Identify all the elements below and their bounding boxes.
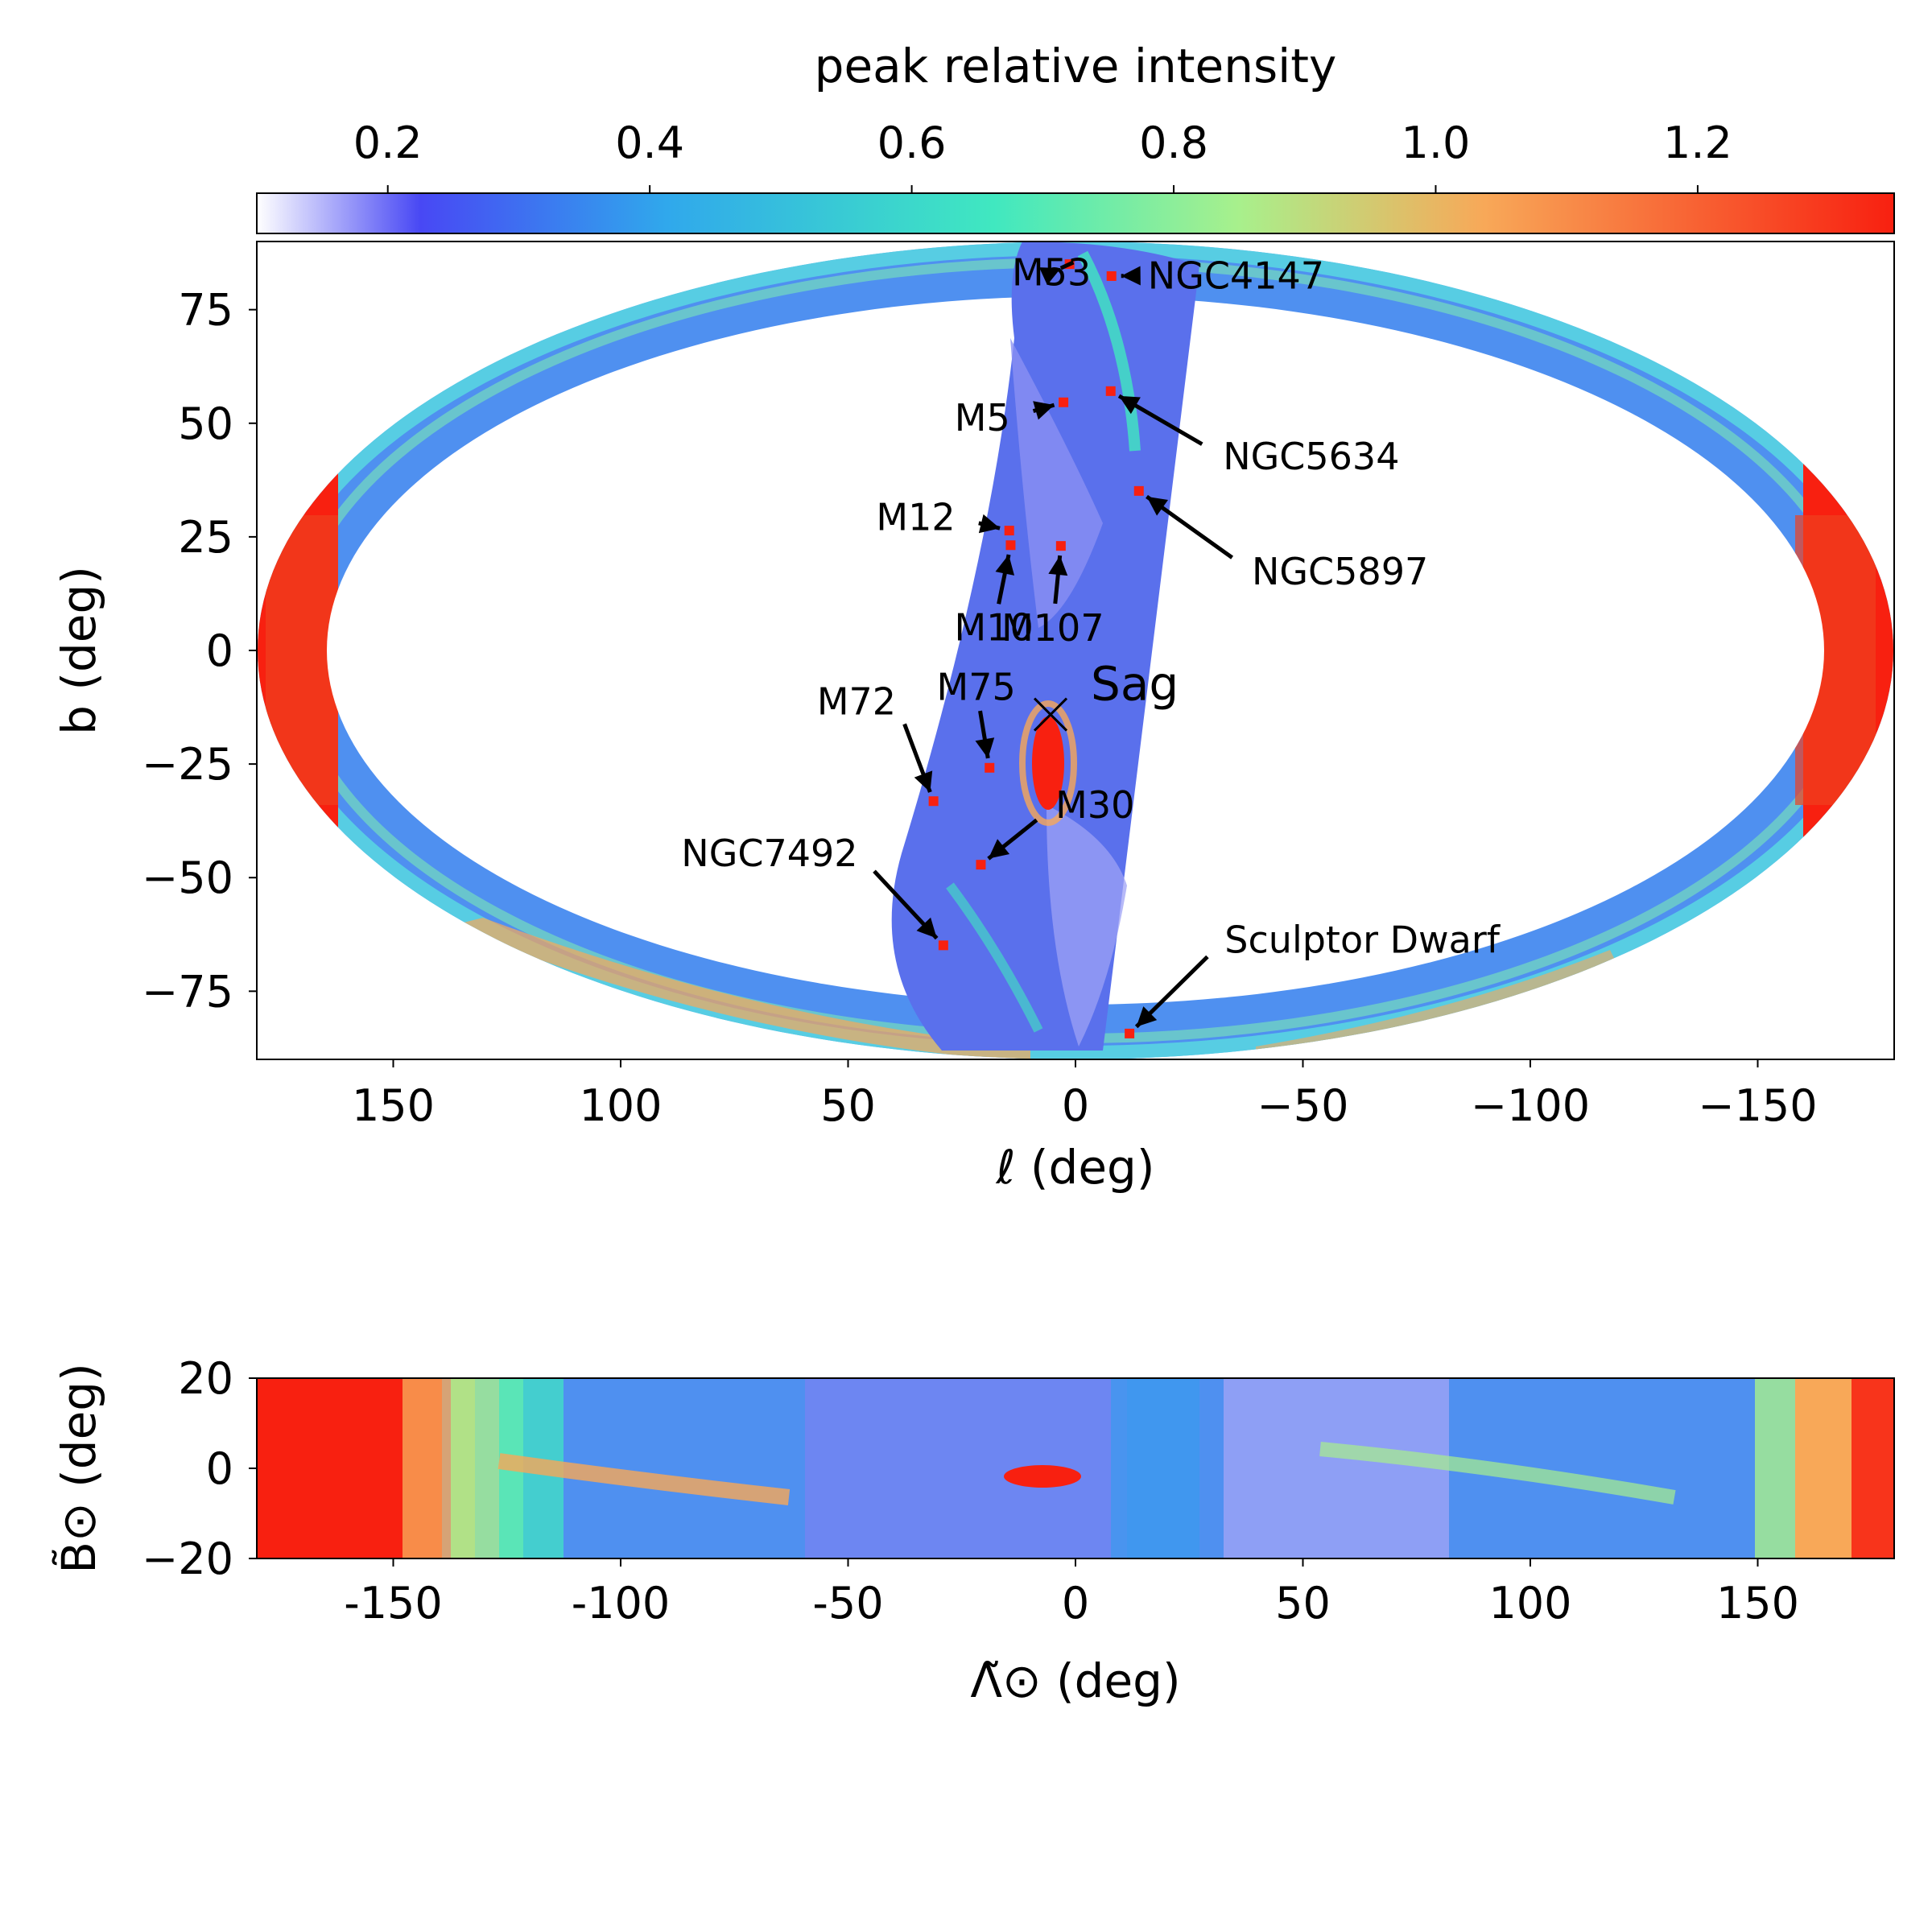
sky-map-xtick-label: 50 — [820, 1080, 876, 1131]
sky-map-ytick-label: 0 — [206, 625, 233, 676]
sag-core-glow — [1019, 700, 1077, 826]
sky-map-xlabel: ℓ (deg) — [996, 1140, 1155, 1195]
sky-map-xtick-label: −100 — [1471, 1080, 1590, 1131]
strip-xtick-label: 100 — [1488, 1578, 1571, 1629]
annotation-arrowhead-m53 — [1038, 267, 1061, 285]
annotation-label-m75: M75 — [937, 665, 1016, 708]
cluster-marker-sculptor-dwarf — [1125, 1028, 1135, 1038]
sky-map-xtick-label: 100 — [579, 1080, 662, 1131]
cluster-marker-m75 — [985, 762, 995, 773]
strip-ylabel: B̃⊙ (deg) — [51, 1363, 106, 1573]
cluster-marker-m10 — [1005, 540, 1016, 551]
strip-xtick-label: -150 — [344, 1578, 443, 1629]
strip-frame — [256, 1377, 1895, 1559]
sag-core-hotspot — [1032, 716, 1064, 810]
annotation-arrowhead-m12 — [978, 514, 1001, 534]
annotation-label-m10: M10 — [955, 606, 1034, 650]
annotation-arrowhead-m75 — [975, 737, 995, 758]
cluster-marker-ngc7492 — [938, 940, 948, 951]
sky-map-ylabel: b (deg) — [52, 566, 106, 735]
sky-map-ytick-label: 25 — [178, 512, 233, 563]
stream-inner-light-lower — [1046, 805, 1127, 1046]
strip-xtick-label: -100 — [572, 1578, 671, 1629]
annotation-label-ngc5634: NGC5634 — [1223, 435, 1399, 478]
annotation-label-m12: M12 — [876, 496, 955, 539]
cluster-marker-m107 — [1055, 541, 1066, 551]
colorbar-tick-label: 0.6 — [877, 118, 947, 168]
sky-map-ytick-label: −50 — [142, 852, 233, 903]
annotation-arrowhead-ngc5634 — [1119, 395, 1141, 415]
cluster-marker-m72 — [928, 796, 939, 807]
annotation-label-ngc4147: NGC4147 — [1148, 254, 1324, 297]
annotation-arrow-m53 — [1059, 260, 1075, 270]
annotation-label-m5: M5 — [955, 396, 1010, 440]
annotation-label-m53: M53 — [1012, 250, 1091, 294]
stream-cyan-filament — [1077, 250, 1141, 452]
annotation-label-ngc5897: NGC5897 — [1252, 550, 1428, 593]
sky-map-ytick-label: 75 — [178, 285, 233, 336]
colorbar: peak relative intensity 0.2 0.4 0.6 0.8 1.0 1… — [256, 39, 1895, 234]
sky-map-frame — [256, 241, 1895, 1060]
cluster-marker-ngc5897 — [1133, 485, 1144, 496]
annotation-arrowhead-sculptor-dwarf — [1136, 1006, 1158, 1027]
cluster-marker-m12 — [1004, 526, 1014, 536]
annotation-arrowhead-m30 — [988, 839, 1010, 859]
annotation-arrowhead-m10 — [995, 555, 1015, 576]
cluster-marker-m30 — [976, 860, 986, 870]
sky-map-axes: 150 100 50 0 −50 −100 −150 75 50 25 0 −25 −50 −75 — [142, 285, 1818, 1131]
strip-xtick-label: 50 — [1275, 1578, 1331, 1629]
sky-map-ytick-label: 50 — [178, 398, 233, 449]
annotation-label-sag: Sag — [1091, 657, 1179, 712]
colorbar-ticks: 0.2 0.4 0.6 0.8 1.0 1.2 — [353, 118, 1732, 193]
strip-heatmap — [257, 1378, 1894, 1558]
cluster-marker-ngc5634 — [1105, 386, 1116, 396]
strip-xtick-label: 150 — [1716, 1578, 1799, 1629]
colorbar-tick-label: 1.2 — [1663, 118, 1732, 168]
sky-map-xtick-label: 150 — [352, 1080, 435, 1131]
sky-map-xtick-label: 0 — [1062, 1080, 1089, 1131]
sag-x-marker — [1033, 697, 1068, 732]
annotation-label-sculptor-dwarf: Sculptor Dwarf — [1224, 918, 1501, 961]
annotation-label-m107: M107 — [1001, 606, 1104, 650]
sky-map-panel: 150 100 50 0 −50 −100 −150 75 50 25 0 −25 −50 −75 M53… — [52, 241, 1895, 1195]
sagittarius-stream-band — [891, 242, 1199, 1051]
strip-xtick-label: -50 — [812, 1578, 883, 1629]
strip-ytick-label: 0 — [206, 1443, 233, 1494]
colorbar-tick-label: 0.2 — [353, 118, 423, 168]
strip-xlabel: Λ̃⊙ (deg) — [970, 1653, 1180, 1708]
sky-map-ytick-label: −75 — [142, 966, 233, 1017]
sky-map-xtick-label: −50 — [1257, 1080, 1349, 1131]
annotation-arrowhead-m107 — [1048, 555, 1068, 576]
annotation-arrowhead-ngc5897 — [1146, 496, 1169, 516]
colorbar-gradient-bar — [256, 192, 1895, 234]
annotation-arrowhead-m72 — [914, 770, 933, 793]
annotation-label-ngc7492: NGC7492 — [681, 832, 857, 875]
annotation-label-m72: M72 — [817, 679, 896, 723]
strip-xtick-label: 0 — [1062, 1578, 1089, 1629]
strip-ytick-label: 20 — [178, 1353, 233, 1404]
annotation-arrowhead-ngc4147 — [1121, 266, 1141, 286]
stream-cyan-filament-2 — [946, 882, 1043, 1033]
cluster-marker-m5 — [1059, 397, 1069, 407]
colorbar-tick-label: 1.0 — [1402, 118, 1471, 168]
colorbar-tick-label: 0.4 — [615, 118, 684, 168]
sky-map-ytick-label: −25 — [142, 739, 233, 790]
strip-ytick-label: −20 — [142, 1534, 233, 1584]
annotation-arrowhead-ngc7492 — [916, 917, 937, 939]
annotation-label-m30: M30 — [1055, 783, 1134, 827]
sky-map-xtick-label: −150 — [1698, 1080, 1817, 1131]
annotation-arrowhead-m5 — [1033, 401, 1055, 420]
cluster-marker-ngc4147 — [1106, 270, 1117, 281]
colorbar-tick-label: 0.8 — [1139, 118, 1208, 168]
colorbar-label: peak relative intensity — [815, 39, 1337, 93]
